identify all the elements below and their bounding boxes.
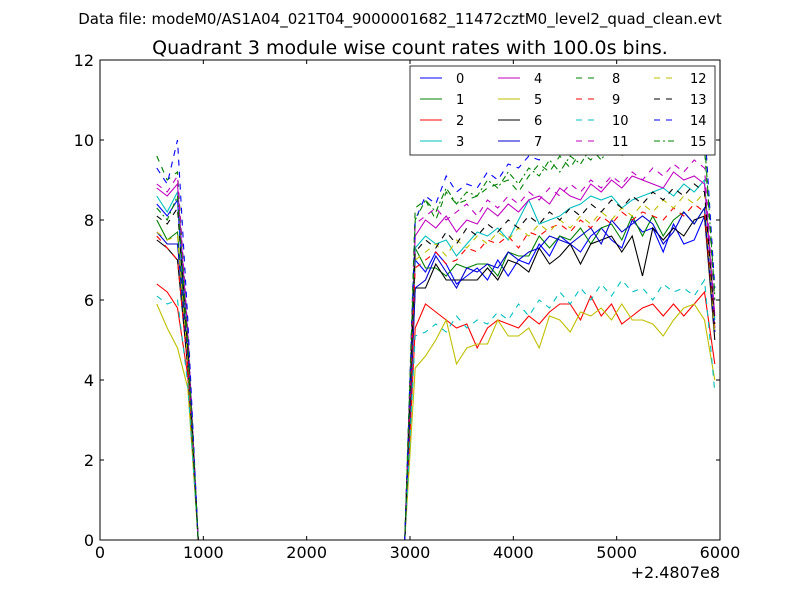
x-tick-label: 3000 bbox=[390, 543, 431, 562]
legend-label-3: 3 bbox=[456, 135, 464, 150]
y-tick-label: 12 bbox=[74, 51, 94, 70]
legend-label-11: 11 bbox=[612, 135, 629, 150]
x-tick-label: 0 bbox=[95, 543, 105, 562]
chart-title: Quadrant 3 module wise count rates with … bbox=[152, 37, 668, 59]
legend-label-5: 5 bbox=[534, 93, 542, 108]
legend-label-7: 7 bbox=[534, 135, 542, 150]
y-tick-label: 6 bbox=[84, 291, 94, 310]
legend-label-10: 10 bbox=[612, 114, 629, 129]
legend-label-6: 6 bbox=[534, 114, 542, 129]
x-offset-label: +2.4807e8 bbox=[631, 563, 720, 582]
legend-label-14: 14 bbox=[690, 114, 707, 129]
legend-label-13: 13 bbox=[690, 93, 707, 108]
legend-label-4: 4 bbox=[534, 72, 542, 87]
y-tick-label: 8 bbox=[84, 211, 94, 230]
y-tick-label: 10 bbox=[74, 131, 94, 150]
legend-label-1: 1 bbox=[456, 93, 464, 108]
legend-label-8: 8 bbox=[612, 72, 620, 87]
legend-label-12: 12 bbox=[690, 72, 707, 87]
legend-label-0: 0 bbox=[456, 72, 464, 87]
x-tick-label: 4000 bbox=[493, 543, 534, 562]
legend-label-2: 2 bbox=[456, 114, 464, 129]
x-tick-label: 6000 bbox=[700, 543, 741, 562]
y-tick-label: 0 bbox=[84, 531, 94, 550]
x-tick-label: 2000 bbox=[286, 543, 327, 562]
figure-suptitle: Data file: modeM0/AS1A04_021T04_90000016… bbox=[78, 10, 722, 29]
legend-label-9: 9 bbox=[612, 93, 620, 108]
y-tick-label: 2 bbox=[84, 451, 94, 470]
y-tick-label: 4 bbox=[84, 371, 94, 390]
series-line-13 bbox=[156, 183, 716, 541]
x-tick-label: 5000 bbox=[596, 543, 637, 562]
legend-label-15: 15 bbox=[690, 135, 707, 150]
legend-frame bbox=[409, 65, 716, 156]
x-tick-label: 1000 bbox=[183, 543, 224, 562]
